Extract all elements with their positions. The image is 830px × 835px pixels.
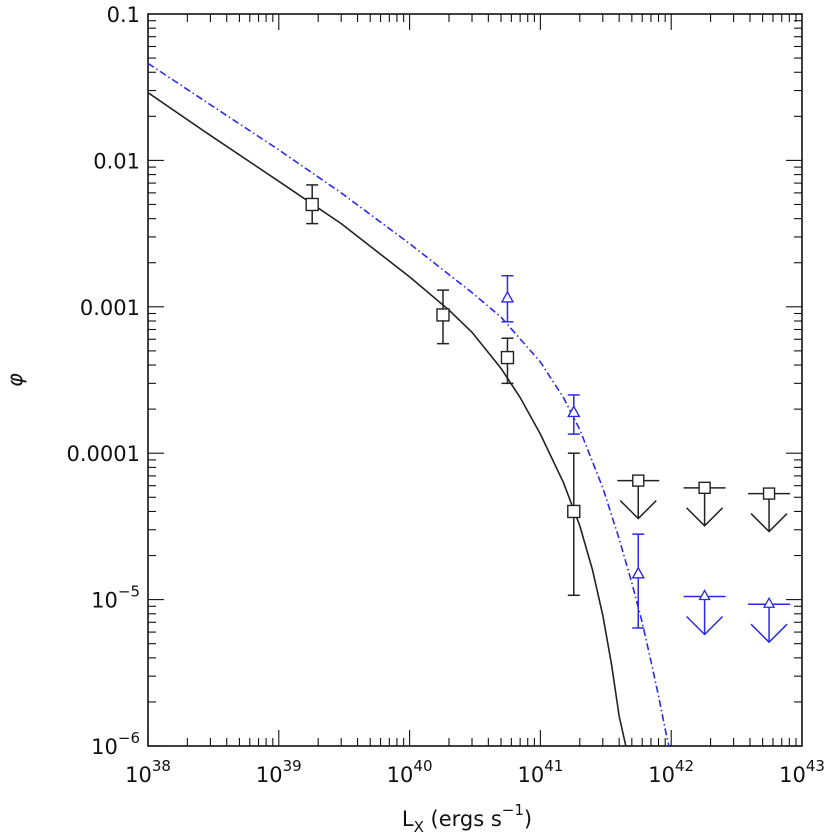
upper-limit-arrowhead bbox=[750, 513, 788, 533]
series-2 bbox=[148, 62, 791, 746]
data-point-square bbox=[305, 197, 319, 212]
x-tick-label-exponent: 43 bbox=[806, 757, 825, 775]
x-axis-title: LX (ergs s−1) bbox=[402, 801, 532, 835]
data-point-triangle bbox=[500, 290, 515, 303]
y-tick-label-base: 10 bbox=[91, 735, 118, 759]
y-tick-label-base: 0.1 bbox=[107, 3, 140, 27]
series-1 bbox=[148, 92, 791, 746]
y-tick-label: 0.1 bbox=[107, 3, 140, 27]
x-tick-label: 1039 bbox=[256, 757, 302, 787]
x-axis-title-unit-exponent: −1 bbox=[502, 801, 524, 819]
y-tick-label-base: 0.001 bbox=[80, 296, 140, 320]
tick-marks bbox=[147, 14, 802, 747]
x-tick-label: 1038 bbox=[125, 757, 171, 787]
x-tick-label: 1043 bbox=[779, 757, 825, 787]
upper-limit-marker-triangle bbox=[762, 596, 776, 608]
x-tick-label-exponent: 40 bbox=[413, 757, 432, 775]
y-tick-label: 0.0001 bbox=[67, 442, 140, 466]
y-tick-label-base: 0.01 bbox=[93, 149, 140, 173]
data-point-square bbox=[500, 350, 515, 365]
x-tick-label-exponent: 41 bbox=[544, 757, 563, 775]
upper-limit-arrowhead bbox=[686, 507, 724, 527]
y-tick-label-exponent: −5 bbox=[118, 583, 140, 601]
x-tick-label-exponent: 39 bbox=[283, 757, 302, 775]
upper-limit-marker-square bbox=[632, 474, 645, 487]
y-axis-title: φ bbox=[3, 373, 27, 387]
upper-limit-arrowhead bbox=[750, 623, 788, 644]
data-point-triangle bbox=[567, 404, 581, 418]
y-tick-label-exponent: −6 bbox=[118, 729, 140, 747]
y-tick-label-base: 10 bbox=[91, 589, 118, 613]
y-tick-label: 10−5 bbox=[91, 583, 140, 613]
upper-limit-arrowhead bbox=[619, 500, 657, 520]
x-tick-label: 1040 bbox=[387, 757, 433, 787]
x-axis-title-close: ) bbox=[524, 807, 532, 831]
upper-limit-marker-square bbox=[762, 487, 776, 500]
x-tick-label: 1041 bbox=[517, 757, 563, 787]
upper-limit-marker-triangle bbox=[698, 589, 711, 601]
x-tick-label-base: 10 bbox=[125, 763, 152, 787]
x-axis-title-main: L bbox=[402, 807, 414, 831]
data-point-square bbox=[436, 308, 450, 322]
x-tick-label-base: 10 bbox=[517, 763, 544, 787]
x-axis-title-unit: (ergs s bbox=[424, 807, 502, 831]
y-tick-label: 0.001 bbox=[80, 296, 140, 320]
y-tick-label: 10−6 bbox=[91, 729, 140, 759]
data-point-triangle bbox=[631, 566, 645, 579]
upper-limit-marker-square bbox=[698, 481, 711, 495]
x-tick-label-exponent: 42 bbox=[675, 757, 694, 775]
x-axis-title-subscript: X bbox=[414, 818, 424, 835]
data-point-square bbox=[567, 504, 581, 519]
x-tick-label-base: 10 bbox=[387, 763, 414, 787]
x-tick-label: 1042 bbox=[648, 757, 694, 787]
plot-frame bbox=[147, 13, 803, 747]
model-curve-series-2 bbox=[148, 62, 670, 746]
y-tick-label: 0.01 bbox=[93, 149, 140, 173]
model-curve-series-1 bbox=[148, 92, 627, 746]
x-tick-label-base: 10 bbox=[256, 763, 283, 787]
x-tick-label-exponent: 38 bbox=[152, 757, 171, 775]
upper-limit-arrowhead bbox=[686, 615, 724, 636]
x-tick-label-base: 10 bbox=[648, 763, 675, 787]
x-tick-label-base: 10 bbox=[779, 763, 806, 787]
y-tick-label-base: 0.0001 bbox=[67, 442, 140, 466]
